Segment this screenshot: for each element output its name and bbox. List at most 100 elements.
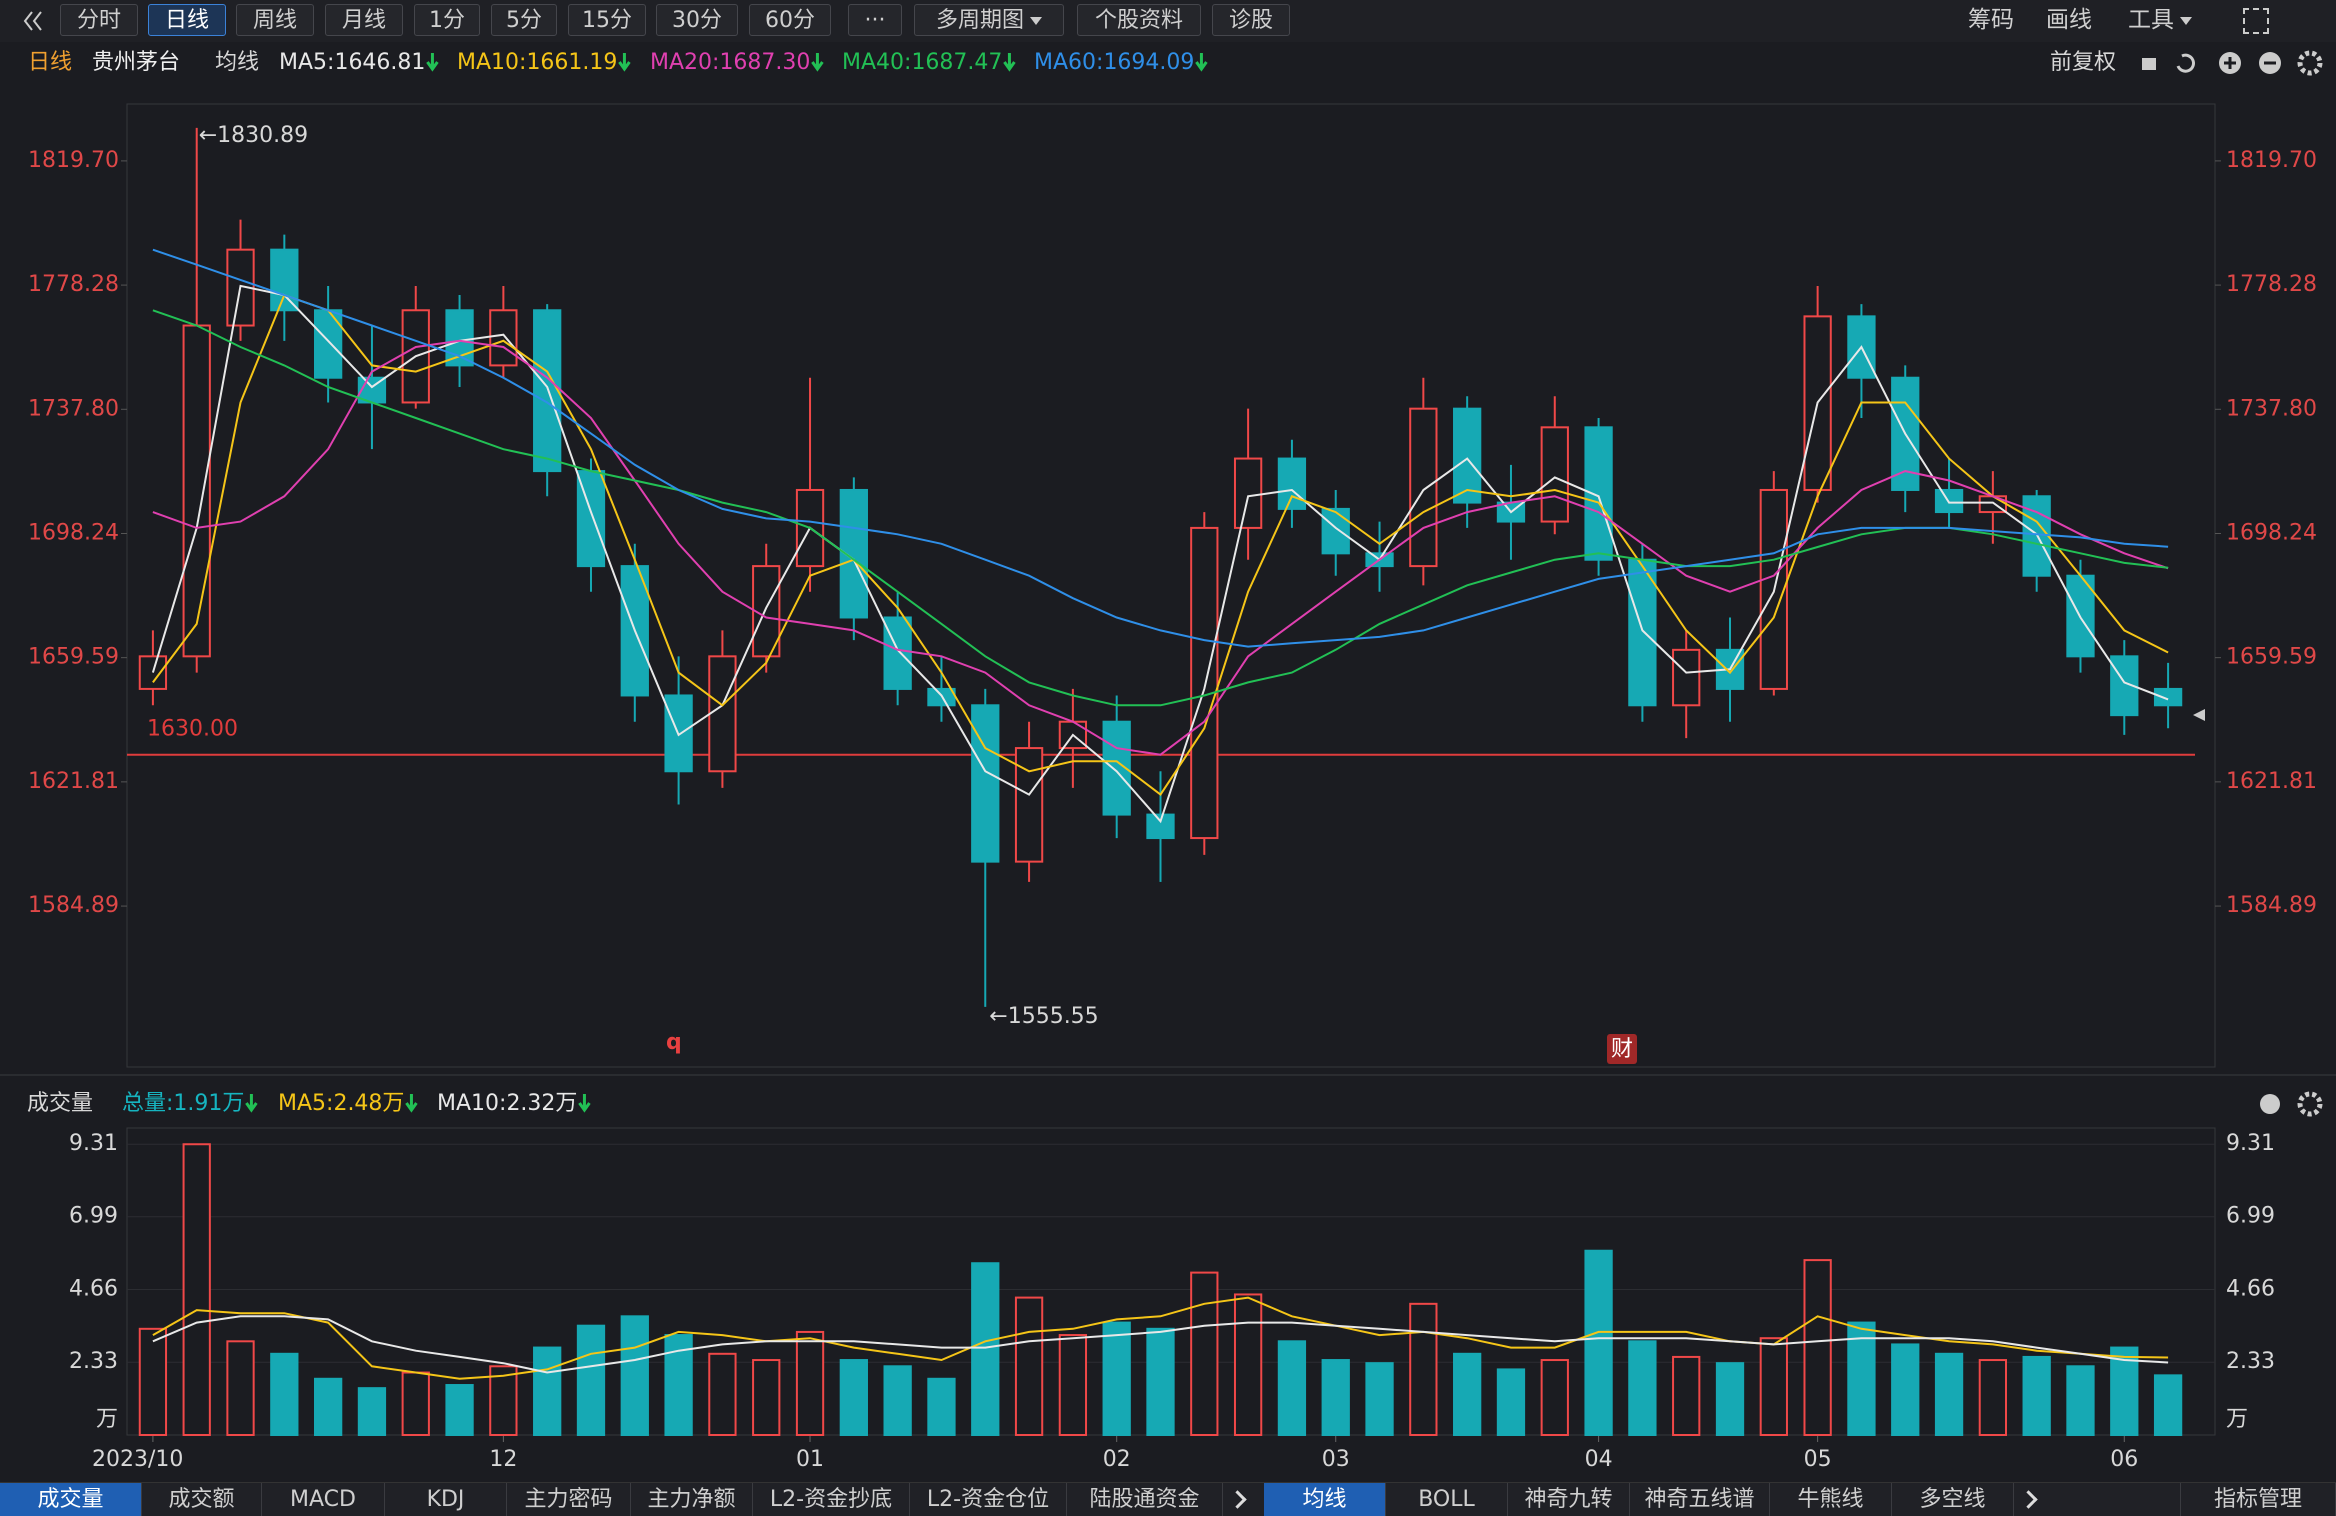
indicator-tab[interactable]: 成交额 <box>142 1483 262 1516</box>
overlay-tab[interactable]: 多空线 <box>1892 1483 2014 1516</box>
period-button[interactable]: 诊股 <box>1212 4 1290 36</box>
y-tick-label: 9.31 <box>69 1131 118 1156</box>
low-annotation: ←1555.55 <box>989 1004 1098 1029</box>
period-button[interactable]: 个股资料 <box>1077 4 1201 36</box>
volume-bar <box>270 1352 299 1436</box>
fullscreen-icon[interactable] <box>2243 8 2269 34</box>
toolbar-action[interactable]: 画线 <box>2046 7 2092 33</box>
period-button[interactable]: 60分 <box>749 4 831 36</box>
price-pointer <box>2193 709 2205 721</box>
candle-body <box>182 324 211 658</box>
reference-label: 1630.00 <box>147 717 238 742</box>
volume-ma-legend: MA10:2.32万 <box>437 1091 577 1116</box>
period-button[interactable]: 日线 <box>148 4 226 36</box>
ma-legend: MA20:1687.30 <box>650 50 810 75</box>
toolbar-action[interactable]: 工具 <box>2128 4 2192 36</box>
settings-icon[interactable] <box>2297 50 2323 76</box>
y-tick-label-right: 1584.89 <box>2226 893 2317 918</box>
volume-bar <box>226 1340 255 1437</box>
candle-body <box>1540 426 1569 523</box>
lock-icon[interactable] <box>2142 58 2156 70</box>
scroll-right[interactable] <box>1228 1490 1247 1509</box>
x-tick-label: 12 <box>489 1447 517 1472</box>
trend-arrow <box>811 53 824 72</box>
volume-total: 总量:1.91万 <box>122 1091 244 1116</box>
ma-title: 均线 <box>215 50 259 75</box>
period-button[interactable]: 15分 <box>568 4 646 36</box>
close-icon[interactable] <box>2260 1094 2280 1114</box>
event-marker[interactable]: 财 <box>1611 1037 1633 1062</box>
high-annotation: ←1830.89 <box>199 123 308 148</box>
trend-arrow <box>245 1094 258 1113</box>
overlay-tab[interactable]: 均线 <box>1264 1483 1386 1516</box>
volume-bar <box>489 1365 518 1437</box>
volume-bar <box>401 1371 430 1437</box>
volume-bar <box>1715 1362 1745 1436</box>
back-icon[interactable] <box>22 10 46 32</box>
volume-bar <box>1146 1327 1175 1436</box>
y-tick-label-right: 1698.24 <box>2226 520 2317 545</box>
indicator-tab[interactable]: 主力净额 <box>631 1483 753 1516</box>
adjust[interactable]: 前复权 <box>2050 50 2116 75</box>
trend-arrow <box>405 1094 418 1113</box>
overlay-tab[interactable]: BOLL <box>1386 1483 1508 1516</box>
volume-bar <box>1584 1249 1613 1437</box>
candle-body <box>708 655 737 773</box>
header-icons <box>2142 50 2323 76</box>
y-tick-label: 1659.59 <box>28 645 119 670</box>
indicator-tab[interactable]: MACD <box>262 1483 385 1516</box>
volume-bar <box>752 1359 781 1436</box>
indicator-tab[interactable]: KDJ <box>385 1483 507 1516</box>
period-button[interactable]: 周线 <box>236 4 314 36</box>
candle-body <box>138 655 168 690</box>
settings-icon[interactable] <box>2297 1091 2323 1117</box>
ma-legend: MA10:1661.19 <box>457 50 617 75</box>
indicator-manage[interactable]: 指标管理 <box>2180 1483 2336 1516</box>
x-tick-label: 04 <box>1585 1447 1613 1472</box>
toolbar: 分时 日线 周线 月线 1分 5分 15分 30分 60分 ··· 多周期图 个股资料 诊股 筹码 画线 工具 <box>0 0 2336 43</box>
y-tick-label-right: 6.99 <box>2226 1204 2275 1229</box>
volume-bar <box>971 1262 1000 1436</box>
volume-bar <box>2110 1346 2139 1437</box>
period-button[interactable]: 月线 <box>325 4 403 36</box>
volume-bar <box>1540 1359 1569 1436</box>
overlay-tab[interactable]: 神奇五线谱 <box>1630 1483 1770 1516</box>
ma-legend: MA60:1694.09 <box>1034 50 1194 75</box>
ma-line <box>152 248 2169 648</box>
candle-body <box>1409 407 1438 568</box>
background <box>0 42 2336 1482</box>
candle-body <box>1014 747 1044 863</box>
event-marker[interactable]: q <box>666 1030 682 1055</box>
period-button[interactable]: ··· <box>848 4 902 36</box>
undo-icon[interactable] <box>2176 53 2195 73</box>
y-tick-label: 6.99 <box>69 1204 118 1229</box>
volume-bar <box>2153 1374 2183 1436</box>
volume-bar <box>1277 1340 1307 1437</box>
volume-ma-legend: MA5:2.48万 <box>278 1091 404 1116</box>
y-tick-label: 2.33 <box>69 1349 118 1374</box>
overlay-tab[interactable]: 牛熊线 <box>1770 1483 1892 1516</box>
indicator-tab[interactable]: 成交量 <box>0 1483 142 1516</box>
period-button[interactable]: 30分 <box>656 4 738 36</box>
period-button[interactable]: 多周期图 <box>914 4 1064 36</box>
y-tick-label: 1737.80 <box>28 396 119 421</box>
period-button[interactable]: 分时 <box>60 4 138 36</box>
volume-bar <box>445 1384 474 1436</box>
volume-bar <box>1934 1352 1964 1436</box>
volume-bar <box>1453 1352 1482 1436</box>
volume-bar <box>1847 1321 1876 1437</box>
y-tick-label: 1819.70 <box>28 148 119 173</box>
y-tick-label-right: 1778.28 <box>2226 272 2317 297</box>
indicator-tab[interactable]: 主力密码 <box>507 1483 631 1516</box>
x-tick-label: 03 <box>1322 1447 1350 1472</box>
overlay-tab[interactable]: 神奇九转 <box>1508 1483 1630 1516</box>
indicator-tab[interactable]: 陆股通资金 <box>1067 1483 1223 1516</box>
period-button[interactable]: 1分 <box>414 4 480 36</box>
indicator-tab[interactable]: L2-资金抄底 <box>753 1483 910 1516</box>
indicator-tab[interactable]: L2-资金仓位 <box>910 1483 1067 1516</box>
volume-bar <box>1233 1293 1263 1436</box>
toolbar-action[interactable]: 筹码 <box>1968 7 2014 33</box>
period-button[interactable]: 5分 <box>491 4 557 36</box>
y-tick-label: 1621.81 <box>28 769 119 794</box>
scroll-right[interactable] <box>2019 1490 2038 1509</box>
